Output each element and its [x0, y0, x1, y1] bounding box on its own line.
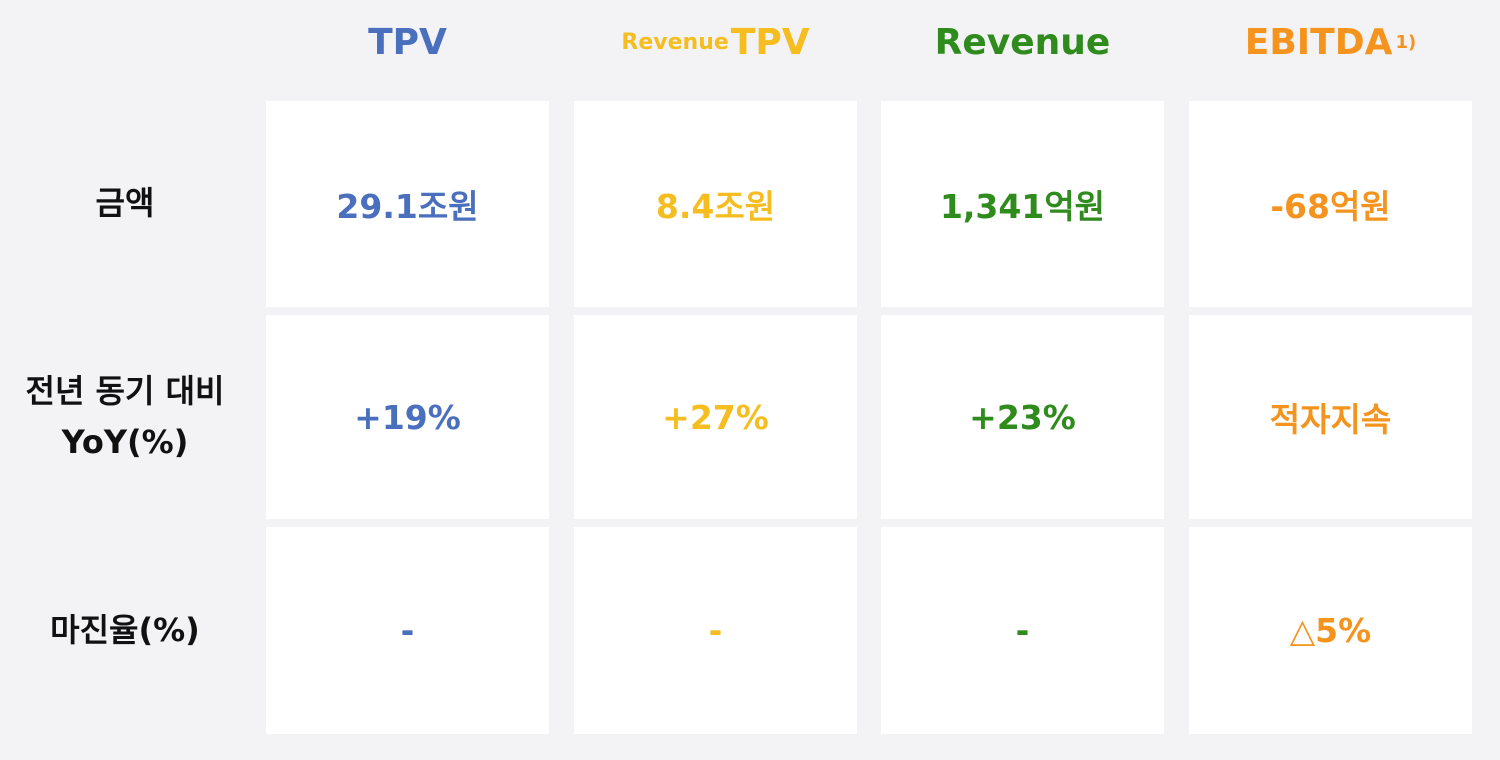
value-margin-tpv: -: [400, 611, 415, 650]
cell-yoy-revenue: +23%: [881, 315, 1164, 519]
cell-amount-revenue-tpv: 8.4조원: [574, 101, 857, 307]
value-amount-ebitda: -68억원: [1270, 187, 1391, 226]
cell-yoy-revenue-tpv: +27%: [574, 315, 857, 519]
cell-yoy-tpv: +19%: [266, 315, 549, 519]
value-yoy-ebitda: 적자지속: [1269, 400, 1392, 439]
cell-margin-revenue: -: [881, 527, 1164, 734]
value-amount-tpv: 29.1조원: [336, 187, 479, 226]
row-label-margin-text: 마진율(%): [50, 610, 200, 649]
header-revenue-label: Revenue: [934, 21, 1111, 63]
cell-margin-ebitda: △5%: [1189, 527, 1472, 734]
row-label-yoy-line2: YoY(%): [61, 423, 189, 461]
header-revenue-tpv-main: TPV: [730, 21, 810, 63]
cell-margin-revenue-tpv: -: [574, 527, 857, 734]
cell-margin-tpv: -: [266, 527, 549, 734]
value-amount-revenue-tpv: 8.4조원: [655, 187, 776, 226]
value-yoy-revenue-tpv: +27%: [662, 397, 769, 437]
header-revenue-tpv-prefix: Revenue: [621, 29, 729, 55]
row-label-amount-text: 금액: [95, 184, 155, 223]
value-margin-revenue-tpv: -: [708, 611, 723, 650]
row-label-amount: 금액: [0, 101, 250, 307]
header-tpv-label: TPV: [368, 21, 447, 63]
cell-yoy-ebitda: 적자지속: [1189, 315, 1472, 519]
row-label-yoy-line1: 전년 동기 대비: [25, 371, 225, 410]
header-ebitda-footnote: 1): [1395, 31, 1417, 53]
value-margin-ebitda: △5%: [1289, 611, 1372, 650]
cell-amount-ebitda: -68억원: [1189, 101, 1472, 307]
header-ebitda: EBITDA 1): [1189, 12, 1472, 72]
value-yoy-tpv: +19%: [354, 397, 461, 437]
value-yoy-revenue: +23%: [969, 397, 1076, 437]
header-revenue: Revenue: [881, 12, 1164, 72]
value-margin-revenue: -: [1015, 611, 1030, 650]
cell-amount-tpv: 29.1조원: [266, 101, 549, 307]
header-ebitda-label: EBITDA: [1244, 21, 1393, 63]
cell-amount-revenue: 1,341억원: [881, 101, 1164, 307]
header-revenue-tpv: Revenue TPV: [574, 12, 857, 72]
row-label-margin: 마진율(%): [0, 527, 250, 734]
value-amount-revenue: 1,341억원: [939, 187, 1106, 226]
header-tpv: TPV: [266, 12, 549, 72]
row-label-yoy: 전년 동기 대비 YoY(%): [0, 315, 250, 519]
